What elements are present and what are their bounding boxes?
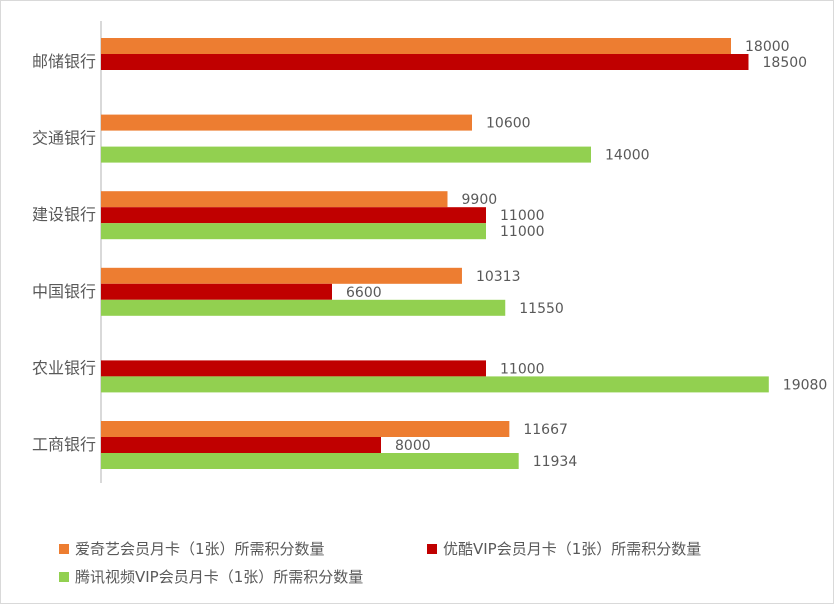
data-label: 10313: [476, 269, 521, 285]
category-label: 中国银行: [32, 282, 96, 301]
data-label: 10600: [486, 116, 531, 132]
data-label: 11934: [533, 454, 578, 470]
bar: [101, 207, 486, 224]
data-label: 18500: [763, 55, 808, 71]
bar: [101, 267, 462, 284]
data-label: 9900: [462, 192, 498, 208]
bar: [101, 437, 381, 453]
bar: [101, 376, 769, 393]
legend-item-iqiyi: 爱奇艺会员月卡（1张）所需积分数量: [59, 538, 325, 559]
data-label: 6600: [346, 285, 382, 301]
category-label: 建设银行: [32, 205, 96, 224]
data-label: 18000: [745, 39, 790, 55]
legend-label: 爱奇艺会员月卡（1张）所需积分数量: [75, 540, 325, 558]
bar: [101, 223, 486, 240]
category-label: 农业银行: [32, 358, 96, 377]
data-label: 11000: [500, 361, 545, 377]
category-label: 工商银行: [32, 435, 96, 454]
legend-label: 优酷VIP会员月卡（1张）所需积分数量: [443, 540, 702, 558]
bar: [101, 299, 506, 316]
bar: [101, 421, 510, 437]
legend-label: 腾讯视频VIP会员月卡（1张）所需积分数量: [75, 568, 364, 586]
bar: [101, 54, 749, 70]
bar: [101, 38, 731, 54]
data-label: 11667: [523, 422, 568, 438]
legend-swatch: [59, 571, 69, 582]
bar: [101, 114, 472, 131]
data-label: 8000: [395, 438, 431, 454]
legend-item-youku: 优酷VIP会员月卡（1张）所需积分数量: [427, 538, 701, 559]
bar: [101, 146, 591, 163]
data-label: 19080: [783, 377, 828, 393]
bar-chart: 邮储银行1800018500交通银行1060014000建设银行99001100…: [32, 21, 828, 483]
category-label: 邮储银行: [32, 52, 96, 71]
legend-swatch: [59, 543, 69, 554]
data-label: 14000: [605, 148, 650, 164]
legend-swatch: [427, 543, 437, 554]
bar: [101, 453, 519, 469]
data-label: 11550: [519, 301, 564, 317]
bar: [101, 360, 486, 377]
bar: [101, 191, 448, 208]
data-label: 11000: [500, 224, 545, 240]
bar: [101, 283, 332, 300]
category-label: 交通银行: [32, 129, 96, 148]
data-label: 11000: [500, 208, 545, 224]
legend-item-tencent: 腾讯视频VIP会员月卡（1张）所需积分数量: [59, 566, 363, 587]
